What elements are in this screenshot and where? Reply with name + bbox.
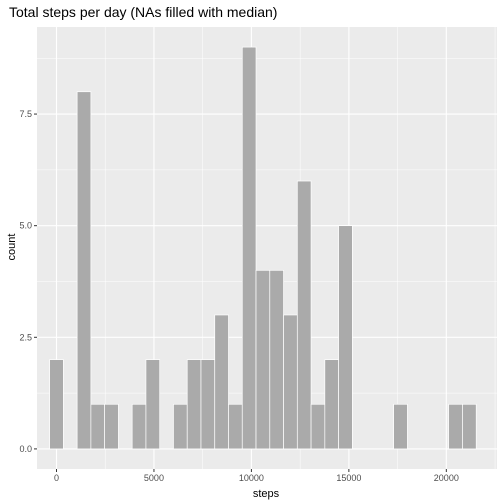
histogram-bar [283,314,298,450]
histogram-bar [255,269,271,450]
histogram-bar [214,314,229,450]
histogram-bar [145,359,161,450]
histogram-bar [228,403,243,450]
histogram-bar [269,269,284,450]
x-tick-label: 5000 [144,473,164,483]
chart-title: Total steps per day (NAs filled with med… [9,4,277,20]
histogram-bar [310,403,326,450]
histogram-bar [241,46,257,450]
histogram-bar [131,403,147,450]
axes: 0 5000 10000 15000 20000 0.0 2.5 5.0 7.5 [19,109,458,483]
y-tick-label: 0.0 [19,444,32,454]
x-tick-label: 15000 [336,473,361,483]
histogram-bar [324,359,339,450]
bars [49,46,477,450]
histogram-bar [49,359,64,450]
histogram-bar [462,403,477,450]
histogram-bar [393,403,408,450]
y-tick-label: 5.0 [19,221,32,231]
x-tick-label: 0 [54,473,59,483]
y-axis-title: count [6,234,18,261]
histogram-bar [173,403,188,450]
y-tick-label: 2.5 [19,332,32,342]
x-tick-label: 20000 [434,473,459,483]
histogram-bar [104,403,119,450]
histogram-bar [200,359,216,450]
x-tick-label: 10000 [239,473,264,483]
histogram-bar [76,91,92,450]
histogram-bar [296,180,312,450]
histogram-bar [448,403,463,450]
x-axis-title: steps [253,488,280,500]
histogram-bar [186,359,202,450]
histogram-bar [338,225,353,450]
y-tick-label: 7.5 [19,109,32,119]
histogram-bar [90,403,106,450]
